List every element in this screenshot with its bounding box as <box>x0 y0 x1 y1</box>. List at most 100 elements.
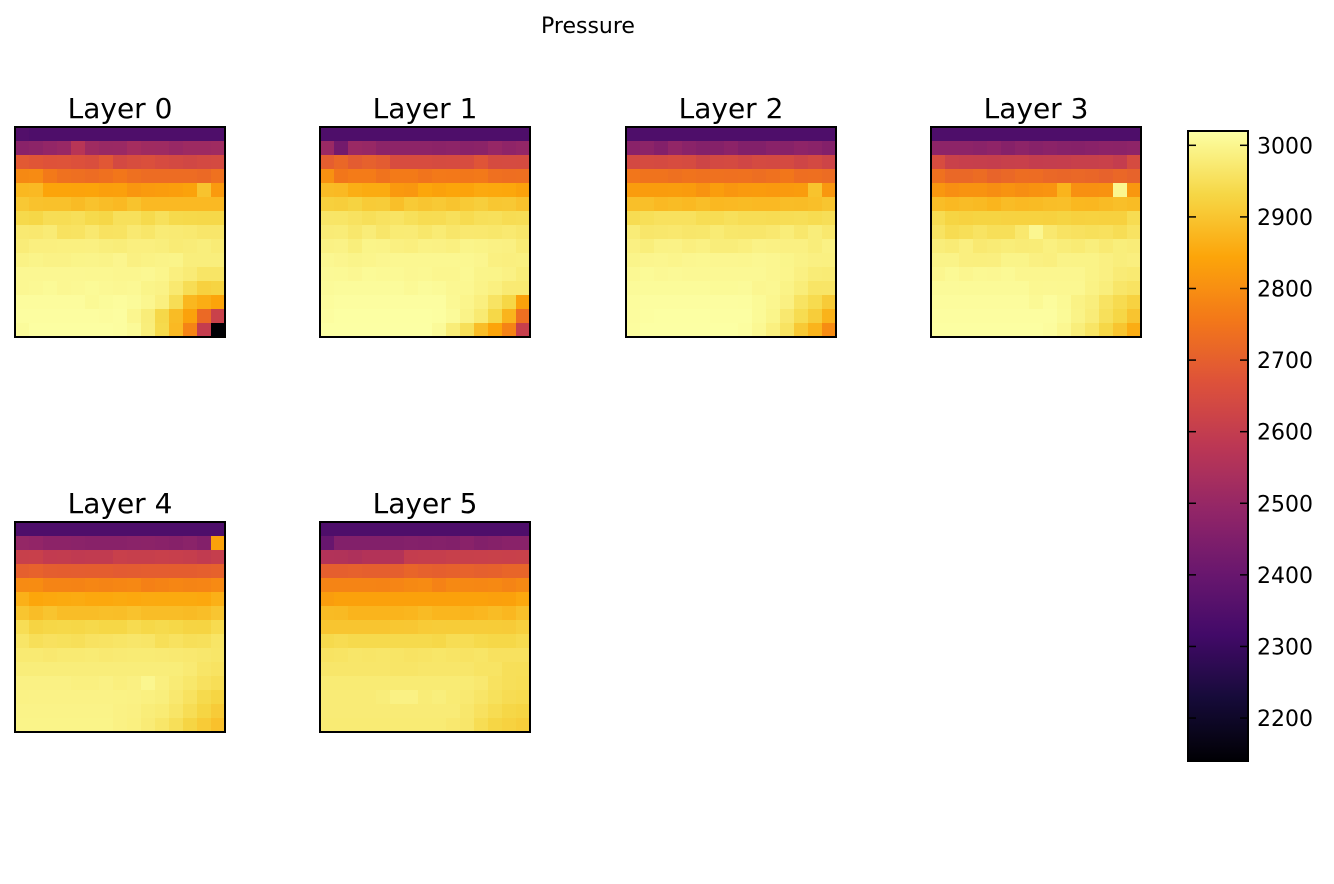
heatmap-cell <box>320 634 335 649</box>
heatmap-cell <box>1001 281 1016 296</box>
heatmap-cell <box>654 211 669 226</box>
heatmap-cell <box>57 197 72 212</box>
heatmap-cell <box>1043 225 1058 240</box>
heatmap-cell <box>654 253 669 268</box>
heatmap-cell <box>780 225 795 240</box>
heatmap-cell <box>710 295 725 310</box>
heatmap-cell <box>334 155 349 170</box>
heatmap-cell <box>348 169 363 184</box>
heatmap-cell <box>668 309 683 324</box>
heatmap-cell <box>794 169 809 184</box>
heatmap-cell <box>390 564 405 579</box>
heatmap-cell <box>85 141 100 156</box>
heatmap-cell <box>334 169 349 184</box>
heatmap-cell <box>418 197 433 212</box>
heatmap-cell <box>334 704 349 719</box>
heatmap-cell <box>931 211 946 226</box>
heatmap-cell <box>29 620 44 635</box>
heatmap-cell <box>418 564 433 579</box>
heatmap-cell <box>29 225 44 240</box>
heatmap-cell <box>1029 141 1044 156</box>
heatmap-cell <box>211 634 226 649</box>
heatmap-cell <box>738 169 753 184</box>
heatmap-cell <box>822 211 837 226</box>
heatmap-cell <box>43 620 58 635</box>
heatmap-cell <box>29 197 44 212</box>
heatmap-cell <box>15 183 30 198</box>
heatmap-cell <box>85 183 100 198</box>
heatmap-cell <box>945 225 960 240</box>
heatmap-cell <box>404 295 419 310</box>
heatmap-cell <box>973 253 988 268</box>
heatmap-cell <box>1113 295 1128 310</box>
colorbar-tick-label: 2200 <box>1257 707 1313 732</box>
heatmap-cell <box>57 323 72 338</box>
heatmap-cell <box>43 704 58 719</box>
heatmap-cell <box>197 564 212 579</box>
heatmap-cell <box>127 169 142 184</box>
heatmap-cell <box>1127 127 1142 142</box>
heatmap-cell <box>57 690 72 705</box>
heatmap-cell <box>987 281 1002 296</box>
heatmap-cell <box>197 225 212 240</box>
heatmap-cell <box>29 253 44 268</box>
heatmap-cell <box>418 211 433 226</box>
heatmap-cell <box>113 536 128 551</box>
heatmap-cell <box>668 281 683 296</box>
heatmap-cell <box>696 295 711 310</box>
heatmap-cell <box>654 239 669 254</box>
heatmap-cell <box>516 127 531 142</box>
heatmap-cell <box>1057 197 1072 212</box>
heatmap-cell <box>183 536 198 551</box>
heatmap-cell <box>1015 309 1030 324</box>
heatmap-cell <box>418 676 433 691</box>
heatmap-cell <box>959 141 974 156</box>
heatmap-cell <box>432 536 447 551</box>
heatmap-cell <box>29 606 44 621</box>
heatmap-cell <box>973 225 988 240</box>
heatmap-cell <box>987 267 1002 282</box>
heatmap-cell <box>127 197 142 212</box>
heatmap-cell <box>141 295 156 310</box>
heatmap-cell <box>945 197 960 212</box>
heatmap-cell <box>502 550 517 565</box>
heatmap-cell <box>390 550 405 565</box>
heatmap-cell <box>1071 141 1086 156</box>
heatmap-cell <box>752 211 767 226</box>
heatmap-cell <box>320 155 335 170</box>
heatmap-cell <box>348 648 363 663</box>
heatmap-cell <box>474 606 489 621</box>
heatmap-cell <box>362 169 377 184</box>
heatmap-cell <box>432 295 447 310</box>
heatmap-cell <box>1113 211 1128 226</box>
heatmap-cell <box>696 225 711 240</box>
heatmap-cell <box>766 267 781 282</box>
heatmap-cell <box>418 225 433 240</box>
heatmap-cell <box>320 169 335 184</box>
heatmap-cell <box>390 183 405 198</box>
heatmap-cell <box>376 197 391 212</box>
layer-2-frame <box>625 126 837 338</box>
heatmap-cell <box>696 239 711 254</box>
heatmap-cell <box>127 592 142 607</box>
heatmap-cell <box>376 323 391 338</box>
heatmap-cell <box>474 211 489 226</box>
heatmap-cell <box>502 225 517 240</box>
heatmap-cell <box>945 295 960 310</box>
heatmap-cell <box>752 127 767 142</box>
heatmap-cell <box>474 295 489 310</box>
heatmap-cell <box>155 127 170 142</box>
heatmap-cell <box>1099 197 1114 212</box>
heatmap-cell <box>488 169 503 184</box>
heatmap-cell <box>404 662 419 677</box>
heatmap-cell <box>794 197 809 212</box>
colorbar-tick-label: 2500 <box>1257 492 1313 517</box>
heatmap-cell <box>502 522 517 537</box>
heatmap-cell <box>682 211 697 226</box>
heatmap-cell <box>474 225 489 240</box>
heatmap-cell <box>141 141 156 156</box>
heatmap-cell <box>197 662 212 677</box>
heatmap-cell <box>404 578 419 593</box>
heatmap-cell <box>71 183 86 198</box>
heatmap-cell <box>668 155 683 170</box>
